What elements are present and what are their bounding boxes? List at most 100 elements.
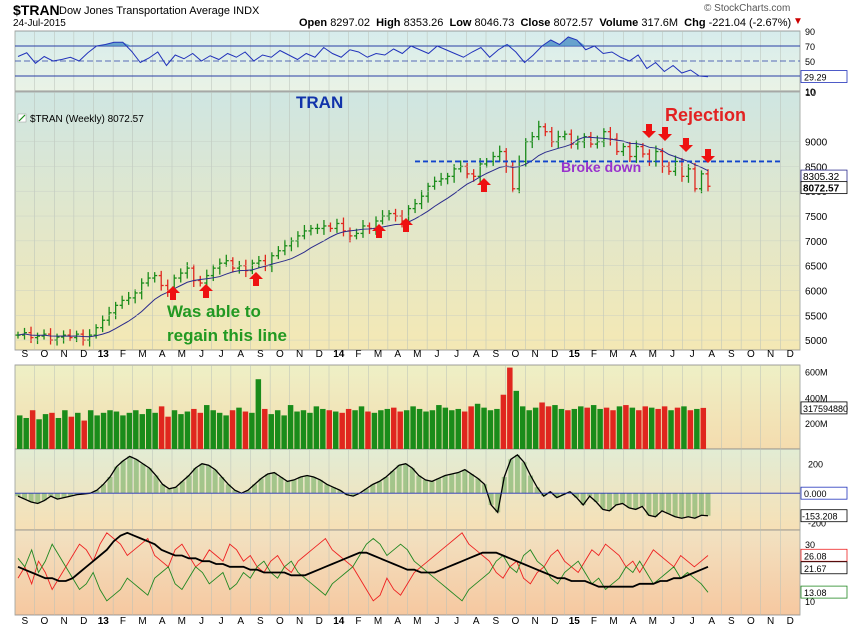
low-label: Low <box>449 17 472 29</box>
volume-bar <box>629 407 636 449</box>
price-legend-label: $TRAN (Weekly) 8072.57 <box>30 114 144 125</box>
x-tick-label-lower: 13 <box>98 616 110 627</box>
volume-bar <box>62 410 68 449</box>
price-tick-label: 8500 <box>805 162 828 173</box>
x-tick-label-lower: A <box>473 616 480 627</box>
x-tick-label: M <box>649 349 657 360</box>
up-arrow-icon <box>166 286 180 300</box>
volume-bar <box>681 406 687 449</box>
volume-bar <box>87 410 94 449</box>
x-tick-label-lower: J <box>219 616 224 627</box>
volume-bar <box>49 412 55 449</box>
volume-bar <box>532 407 539 449</box>
price-tick-label: 7000 <box>805 237 828 248</box>
macd-tick-label: -200 <box>808 519 826 529</box>
volume-bar <box>655 408 661 449</box>
price-tick-label: 10 <box>805 88 817 99</box>
rsi-tick-label: 10 <box>805 87 815 97</box>
volume-bar <box>603 407 610 449</box>
volume-bar <box>565 410 571 449</box>
x-tick-label-lower: A <box>159 616 166 627</box>
x-tick-label-lower: J <box>454 616 459 627</box>
open-value: 8297.02 <box>330 17 370 29</box>
volume-bar <box>700 407 707 449</box>
volume-bar <box>674 407 681 449</box>
x-tick-label-lower: 15 <box>569 616 581 627</box>
brand-label: © StockCharts.com <box>704 3 791 14</box>
volume-bar <box>494 408 500 449</box>
adx-value-label: 21.67 <box>804 564 827 574</box>
volume-bar <box>184 411 191 449</box>
x-tick-label: F <box>355 349 361 360</box>
volume-bar <box>597 408 603 449</box>
dropdown-icon[interactable]: ▼ <box>793 16 803 27</box>
x-tick-label-lower: O <box>747 616 755 627</box>
x-tick-label-lower: D <box>316 616 323 627</box>
volume-bar <box>668 410 674 449</box>
x-tick-label-lower: 14 <box>333 616 345 627</box>
x-tick-label: N <box>767 349 774 360</box>
volume-bar <box>455 408 461 449</box>
x-tick-label-lower: F <box>355 616 361 627</box>
x-tick-label: J <box>199 349 204 360</box>
volume-bar <box>68 416 75 449</box>
x-tick-label-lower: N <box>60 616 67 627</box>
volume-bar <box>442 407 449 449</box>
x-tick-label: S <box>21 349 28 360</box>
x-tick-label: D <box>787 349 794 360</box>
macd-value-tag <box>800 509 848 523</box>
volume-bar <box>210 410 216 449</box>
volume-bar <box>623 405 629 449</box>
volume-bar <box>178 414 184 449</box>
down-arrow-icon <box>642 124 656 138</box>
chg-value: -221.04 (-2.67%) <box>708 17 792 29</box>
volume-bar <box>107 410 113 449</box>
volume-bar <box>332 411 339 449</box>
x-tick-label-lower: J <box>670 616 675 627</box>
up-arrow-icon <box>399 218 413 232</box>
x-tick-label-lower: A <box>237 616 244 627</box>
rsi-line <box>17 36 709 78</box>
x-tick-label: S <box>492 349 499 360</box>
adx-value-label: 13.08 <box>804 588 827 598</box>
volume-bar <box>274 410 281 449</box>
x-tick-label: N <box>296 349 303 360</box>
down-arrow-icon <box>658 127 672 141</box>
volume-bar <box>204 405 210 449</box>
macd-zero-tag <box>800 486 848 500</box>
volume-bar <box>474 403 481 449</box>
volume-bar <box>571 408 578 449</box>
x-tick-label: J <box>219 349 224 360</box>
x-tick-label: O <box>512 349 520 360</box>
x-tick-label-lower: A <box>708 616 715 627</box>
legend-swatch-bar <box>18 114 26 122</box>
volume-bar <box>42 414 49 449</box>
x-tick-label-lower: F <box>591 616 597 627</box>
volume-bar <box>287 405 294 449</box>
volume-bar <box>94 415 100 449</box>
price-tick-label: 9000 <box>805 138 828 149</box>
volume-bar <box>590 405 597 449</box>
macd-value-label: -153.208 <box>802 512 838 522</box>
macd-tick-label: 200 <box>808 460 823 470</box>
rsi-tick-label: 50 <box>805 57 815 67</box>
volume-bar <box>191 408 197 449</box>
rsi-overbought-fill <box>18 37 708 46</box>
high-label: High <box>376 17 401 29</box>
volume-bar <box>242 411 249 449</box>
x-tick-label: O <box>747 349 755 360</box>
volume-bar <box>539 402 545 449</box>
volume-bar <box>636 410 642 449</box>
x-tick-label-lower: N <box>531 616 538 627</box>
x-tick-label-lower: S <box>492 616 499 627</box>
x-tick-label-lower: O <box>276 616 284 627</box>
volume-bar <box>365 411 371 449</box>
close-value-tag <box>800 181 848 195</box>
volume-bar <box>113 411 120 449</box>
macd-line <box>17 454 709 519</box>
volume-bar <box>81 420 87 449</box>
volume-bar <box>358 406 365 449</box>
volume-bar <box>268 414 274 449</box>
ma-value-label: 8305.32 <box>803 172 840 183</box>
